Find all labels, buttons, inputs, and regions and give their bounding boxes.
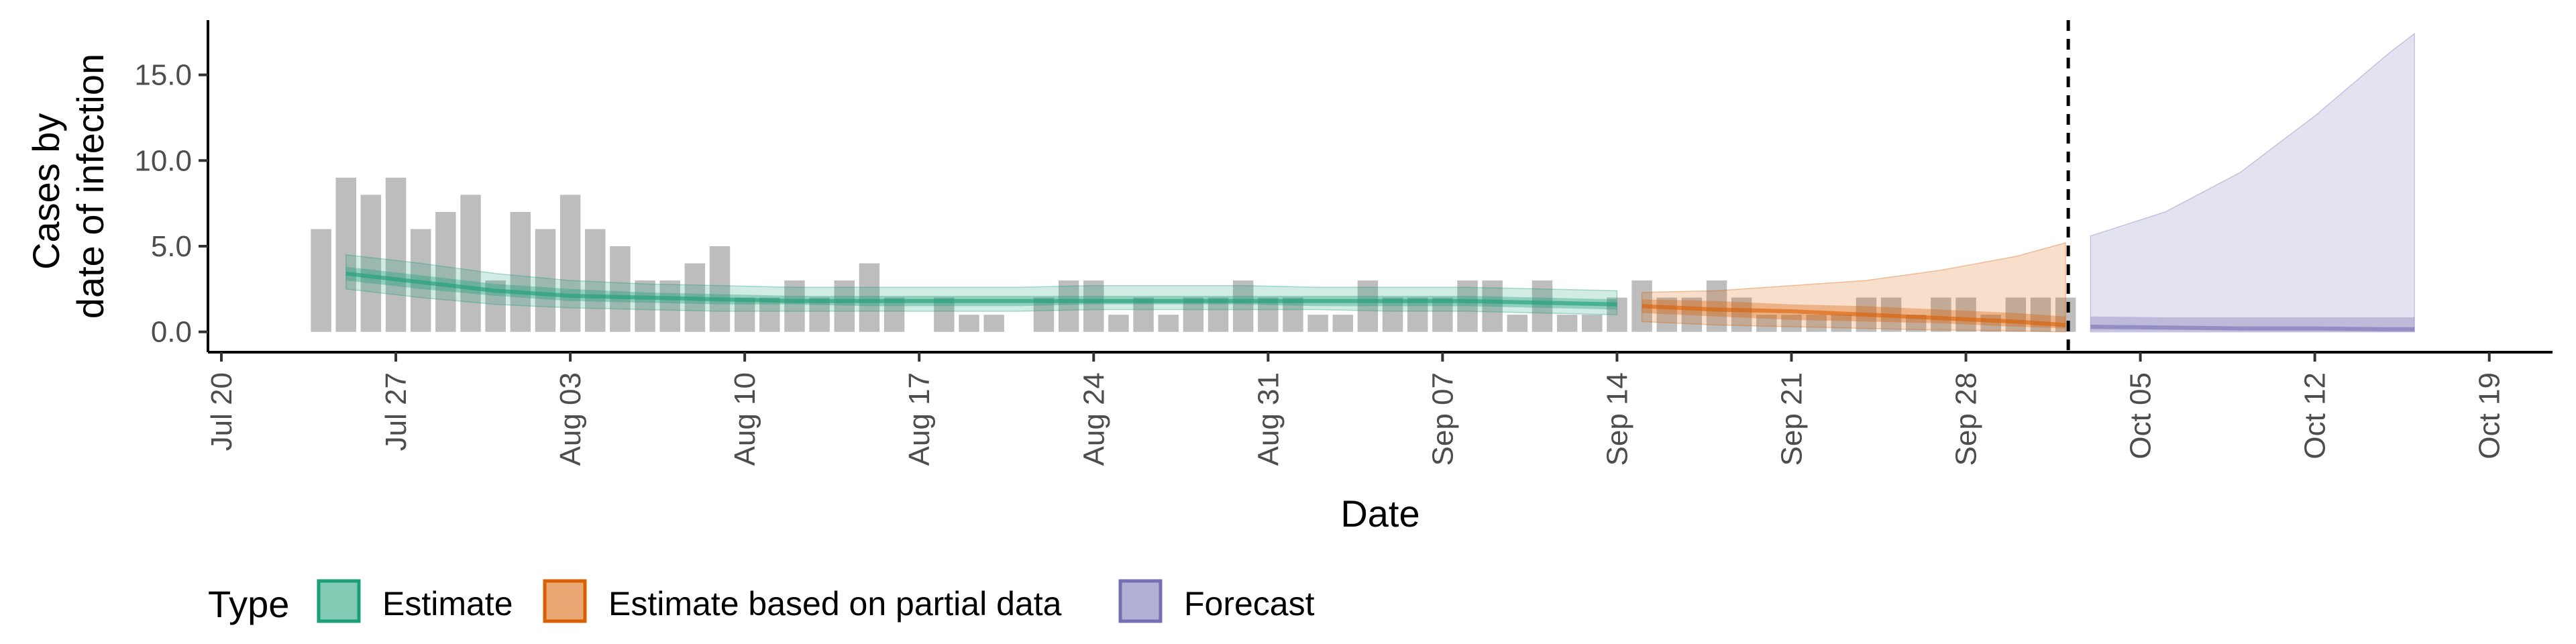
case-bar [1332, 315, 1354, 332]
legend-key-estimate [317, 579, 361, 623]
case-bar [1283, 297, 1303, 332]
case-bar [883, 297, 905, 332]
case-bar [1083, 280, 1104, 332]
x-tick-label: Aug 17 [903, 372, 936, 466]
x-tick-label: Sep 21 [1775, 372, 1808, 466]
x-tick-label: Aug 10 [729, 372, 761, 466]
x-tick-label: Sep 28 [1950, 372, 1983, 466]
case-bar [1407, 297, 1428, 332]
case-bar [1307, 315, 1328, 332]
y-tick-label: 0.0 [151, 316, 192, 349]
case-bar [1507, 315, 1528, 332]
case-bar [1706, 280, 1727, 332]
case-bar [1731, 297, 1752, 332]
case-bar [360, 195, 382, 332]
x-tick-label: Aug 31 [1252, 372, 1285, 466]
legend-title: Type [208, 583, 289, 625]
y-tick-label: 10.0 [134, 144, 192, 177]
case-bar [435, 211, 456, 332]
case-bar [1806, 315, 1827, 332]
case-bar [1831, 315, 1852, 332]
case-bar [1656, 297, 1677, 332]
case-bar [859, 263, 880, 332]
legend-label-estimate-based-on-partial-data: Estimate based on partial data [608, 585, 1062, 623]
x-tick-label: Jul 27 [380, 372, 413, 451]
legend-label-estimate: Estimate [382, 585, 513, 623]
case-bar [1457, 280, 1478, 332]
case-bar [834, 280, 855, 332]
case-bar [535, 229, 556, 332]
case-bar [335, 177, 356, 332]
case-bar [1033, 297, 1055, 332]
case-bar [1258, 297, 1279, 332]
estimate-median-line [345, 271, 1617, 307]
case-bar [635, 280, 655, 332]
forecast-outer-band [2090, 32, 2415, 333]
case-bar [1108, 315, 1129, 332]
case-bar [1482, 280, 1503, 332]
case-bar [1208, 297, 1229, 332]
case-bar [1158, 315, 1179, 332]
case-bar [610, 246, 631, 332]
case-bar [510, 211, 531, 332]
legend-label-forecast: Forecast [1184, 585, 1315, 623]
case-bar [709, 246, 731, 332]
case-bar [1582, 315, 1603, 332]
x-tick-label: Oct 12 [2299, 372, 2332, 460]
case-bar [559, 195, 581, 332]
case-bar [959, 315, 979, 332]
case-bar [2030, 297, 2051, 332]
case-bar [1357, 280, 1379, 332]
x-tick-label: Sep 07 [1426, 372, 1459, 466]
x-tick-label: Aug 24 [1077, 372, 1110, 466]
x-tick-label: Aug 03 [554, 372, 587, 466]
case-bar [1980, 315, 2001, 332]
x-tick-label: Oct 05 [2125, 372, 2157, 460]
case-bar [659, 280, 680, 332]
case-bar [1058, 280, 1079, 332]
y-axis: 0.0 5.0 10.0 15.0 [134, 59, 208, 349]
case-bar [734, 297, 755, 332]
legend-key-forecast [1118, 579, 1163, 623]
case-bar [934, 297, 955, 332]
y-tick-label: 15.0 [134, 59, 192, 92]
y-axis-title: Cases by date of infection [25, 54, 111, 319]
case-bar [585, 229, 606, 332]
case-bar [784, 280, 805, 332]
case-bar [385, 177, 407, 332]
case-bar [1781, 315, 1802, 332]
case-bar [759, 297, 780, 332]
case-bar [1232, 280, 1254, 332]
case-bar [1756, 315, 1777, 332]
case-bar [809, 297, 830, 332]
case-bar [460, 195, 481, 332]
case-bar [1382, 297, 1403, 332]
case-bar [1183, 297, 1204, 332]
y-tick-label: 5.0 [151, 230, 192, 263]
case-bar [1955, 297, 1976, 332]
legend: Type Estimate Estimate based on partial d… [208, 579, 1315, 625]
x-tick-label: Jul 20 [205, 372, 238, 451]
case-bar [1133, 297, 1154, 332]
case-bar [311, 229, 331, 332]
x-tick-label: Sep 14 [1601, 372, 1633, 466]
bands-layer [345, 32, 2415, 333]
estimate-based-on-partial-data-median-line [1642, 304, 2066, 327]
x-tick-label: Oct 19 [2473, 372, 2506, 460]
case-bar [2005, 297, 2027, 332]
case-bar [1556, 315, 1578, 332]
case-bar [1681, 297, 1703, 332]
y-axis-title-line-1: Cases by [25, 113, 67, 270]
x-axis: Jul 20 Jul 27 Aug 03 Aug 10 Aug 17 Aug 24 Aug … [205, 352, 2506, 466]
case-bar [1432, 297, 1453, 332]
legend-key-estimate-based-on-partial-data [543, 579, 587, 623]
case-bar [1931, 297, 1951, 332]
case-bar [983, 315, 1004, 332]
y-axis-title-line-2: date of infection [69, 54, 111, 319]
forecast-median-line [2090, 325, 2415, 331]
case-bar [1532, 280, 1553, 332]
x-axis-title: Date [1340, 492, 1419, 535]
